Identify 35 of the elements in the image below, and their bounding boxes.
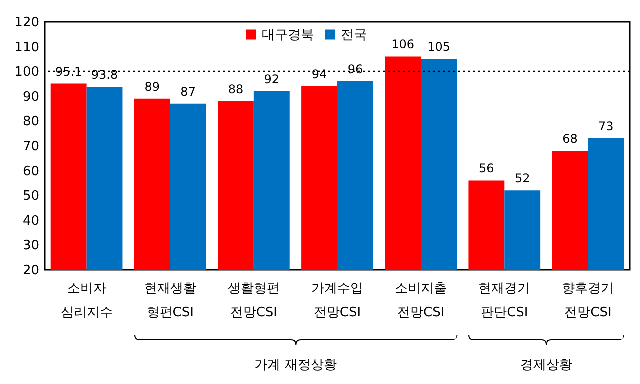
- y-tick-label: 110: [14, 40, 40, 56]
- x-tick-label: 소비지출 전망CSI: [395, 282, 448, 320]
- y-tick-label: 120: [14, 16, 40, 30]
- data-label: 88: [228, 82, 244, 96]
- y-tick-label: 50: [22, 189, 40, 204]
- data-label: 56: [479, 162, 494, 176]
- y-tick-label: 40: [22, 214, 40, 229]
- data-label: 96: [348, 62, 364, 77]
- x-tick-label: 소비자 심리지수: [60, 282, 113, 320]
- y-tick-label: 20: [22, 264, 40, 278]
- data-label: 89: [144, 80, 160, 94]
- x-tick-label: 생활형편 전망CSI: [228, 282, 280, 320]
- text: 경제상황: [520, 357, 572, 374]
- data-label: 73: [598, 120, 614, 134]
- x-tick-label: 가계수입 전망CSI: [312, 282, 364, 320]
- data-label: 95.1: [55, 64, 82, 79]
- data-label: 87: [180, 84, 196, 99]
- x-tick-label: 현재경기 판단CSI: [478, 282, 531, 320]
- legend-label: 전국: [341, 28, 367, 43]
- y-tick-label: 60: [22, 164, 40, 180]
- y-tick-label: 100: [14, 65, 40, 80]
- legend-label: 대구경북: [262, 28, 314, 43]
- y-tick-label: 80: [22, 114, 40, 130]
- data-label: 105: [428, 40, 450, 54]
- y-tick-label: 90: [22, 90, 40, 105]
- data-label: 93.8: [91, 68, 118, 82]
- y-tick-label: 30: [22, 238, 40, 254]
- text: 가계 재정상황: [254, 357, 337, 374]
- data-label: 106: [392, 38, 415, 52]
- data-label: 92: [264, 72, 280, 86]
- data-label: 68: [562, 132, 578, 146]
- x-tick-label: 향후경기 전망CSI: [562, 282, 614, 320]
- data-label: 52: [514, 172, 530, 186]
- x-tick-label: 현재생활 형편CSI: [144, 282, 196, 320]
- y-tick-label: 70: [22, 140, 40, 154]
